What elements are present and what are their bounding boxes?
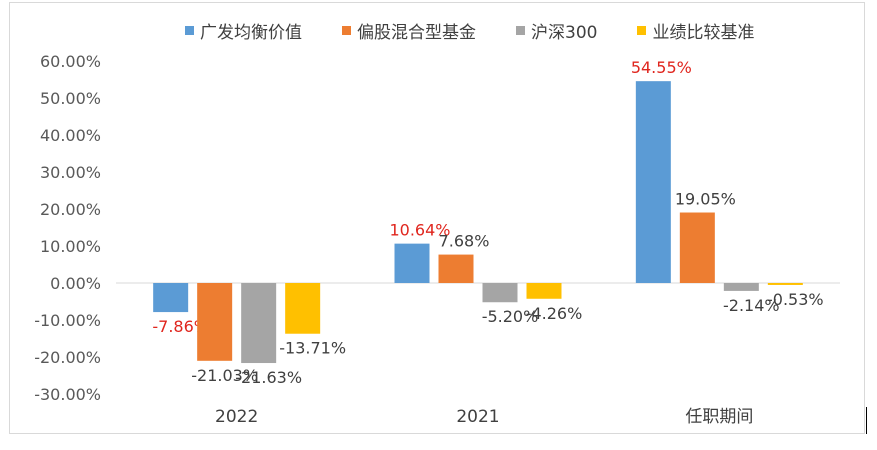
- category-label: 任职期间: [685, 407, 753, 427]
- y-tick-label: 20.00%: [40, 200, 101, 219]
- legend-swatch: [516, 26, 525, 35]
- y-tick-label: -20.00%: [34, 348, 101, 367]
- bar: [197, 283, 233, 361]
- bar: [285, 283, 321, 334]
- data-label: 19.05%: [675, 190, 736, 209]
- bar: [153, 283, 189, 313]
- y-tick-label: 10.00%: [40, 237, 101, 256]
- data-label: 54.55%: [631, 58, 692, 77]
- data-label: -21.63%: [235, 368, 302, 387]
- data-label: -4.26%: [526, 304, 583, 323]
- category-label: 2021: [456, 407, 499, 427]
- legend-label: 业绩比较基准: [652, 23, 755, 43]
- chart-legend: 广发均衡价值 偏股混合型基金 沪深300 业绩比较基准: [185, 18, 754, 43]
- data-label: -2.14%: [723, 296, 780, 315]
- legend-item: 业绩比较基准: [637, 18, 754, 43]
- category-label: 2022: [215, 407, 258, 427]
- edge-mark: [866, 407, 867, 434]
- data-label: 10.64%: [389, 221, 450, 240]
- data-label: 7.68%: [439, 232, 490, 251]
- data-label: -13.71%: [279, 339, 346, 358]
- legend-label: 偏股混合型基金: [357, 23, 476, 43]
- y-tick-label: 60.00%: [40, 52, 101, 71]
- legend-item: 偏股混合型基金: [342, 18, 476, 43]
- bar: [723, 283, 759, 291]
- legend-label: 沪深300: [531, 23, 598, 43]
- bar: [482, 283, 518, 303]
- legend-item: 沪深300: [516, 18, 597, 43]
- legend-swatch: [185, 26, 194, 35]
- bar: [438, 254, 474, 283]
- data-label: -0.53%: [767, 290, 824, 309]
- legend-label: 广发均衡价值: [200, 23, 302, 43]
- chart-frame: [9, 2, 865, 434]
- bar: [767, 283, 803, 285]
- bar: [241, 283, 277, 364]
- bar: [635, 81, 671, 283]
- y-tick-label: 30.00%: [40, 163, 101, 182]
- bar: [526, 283, 562, 299]
- data-label: -21.03%: [191, 366, 258, 385]
- legend-swatch: [342, 26, 351, 35]
- data-label: -7.86%: [152, 317, 209, 336]
- bar: [394, 243, 430, 283]
- legend-swatch: [637, 26, 647, 35]
- y-tick-label: -10.00%: [34, 311, 101, 330]
- legend-item: 广发均衡价值: [185, 18, 302, 43]
- bar: [679, 212, 715, 283]
- y-tick-label: 0.00%: [50, 274, 101, 293]
- y-tick-label: -30.00%: [34, 385, 101, 404]
- y-tick-label: 40.00%: [40, 126, 101, 145]
- data-label: -5.20%: [482, 307, 539, 326]
- y-tick-label: 50.00%: [40, 89, 101, 108]
